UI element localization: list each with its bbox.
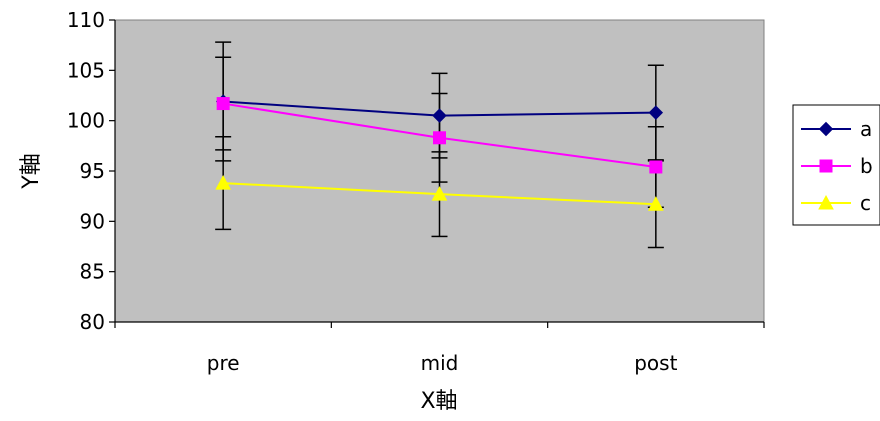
y-tick-label: 85 — [80, 260, 105, 284]
data-point-b — [216, 97, 230, 111]
data-point-c — [215, 175, 232, 190]
axes — [109, 19, 765, 328]
x-tick-label: mid — [421, 351, 459, 375]
legend-label-c: c — [860, 191, 871, 215]
data-point-b — [649, 160, 663, 174]
data-point-c — [431, 186, 448, 201]
legend-label-b: b — [860, 154, 873, 178]
y-tick-label: 110 — [67, 8, 105, 32]
y-axis-title: Y軸 — [19, 153, 44, 189]
legend-label-a: a — [860, 117, 872, 141]
y-tick-label: 95 — [80, 159, 105, 183]
x-axis-title: X軸 — [420, 389, 457, 414]
y-tick-label: 105 — [67, 58, 105, 82]
legend-marker-a — [818, 121, 834, 137]
legend-marker-c — [818, 194, 834, 210]
x-tick-labels: pre mid post — [207, 351, 678, 375]
y-tick-label: 80 — [80, 310, 105, 334]
data-point-c — [647, 196, 664, 211]
data-point-a — [648, 105, 664, 120]
x-tick-label: post — [634, 351, 677, 375]
data-point-a — [432, 108, 447, 123]
x-tick-label: pre — [207, 351, 240, 375]
legend: abc — [792, 104, 880, 226]
series-markers — [215, 94, 664, 211]
y-tick-labels: 80 85 90 95 100 105 110 — [67, 8, 105, 334]
y-tick-label: 90 — [80, 209, 105, 233]
data-point-b — [433, 131, 446, 145]
y-tick-label: 100 — [67, 109, 105, 133]
legend-marker-b — [819, 159, 833, 173]
